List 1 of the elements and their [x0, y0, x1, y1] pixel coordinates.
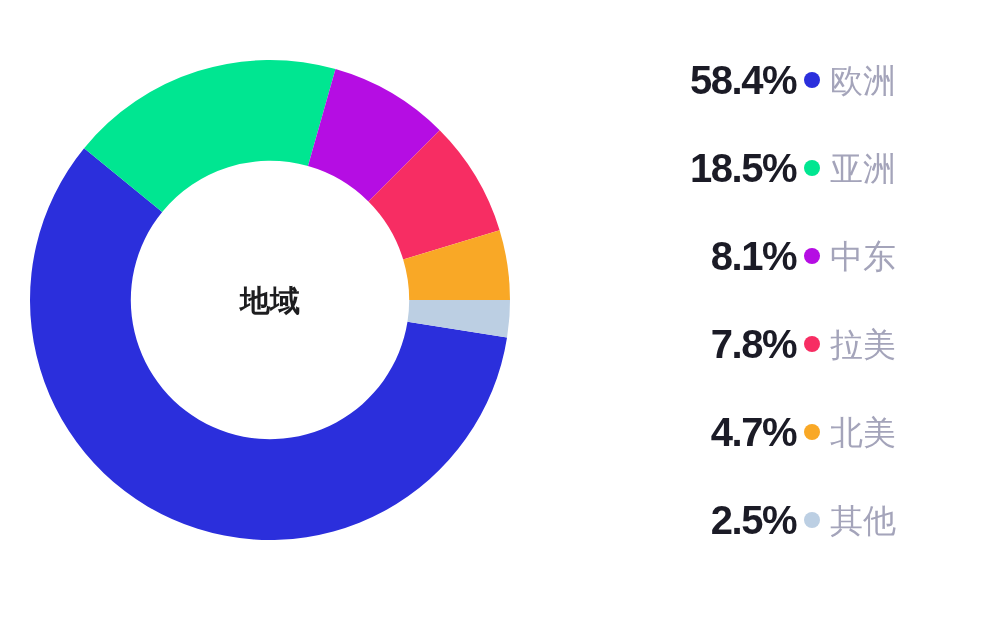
- title: 地域: [240, 284, 300, 317]
